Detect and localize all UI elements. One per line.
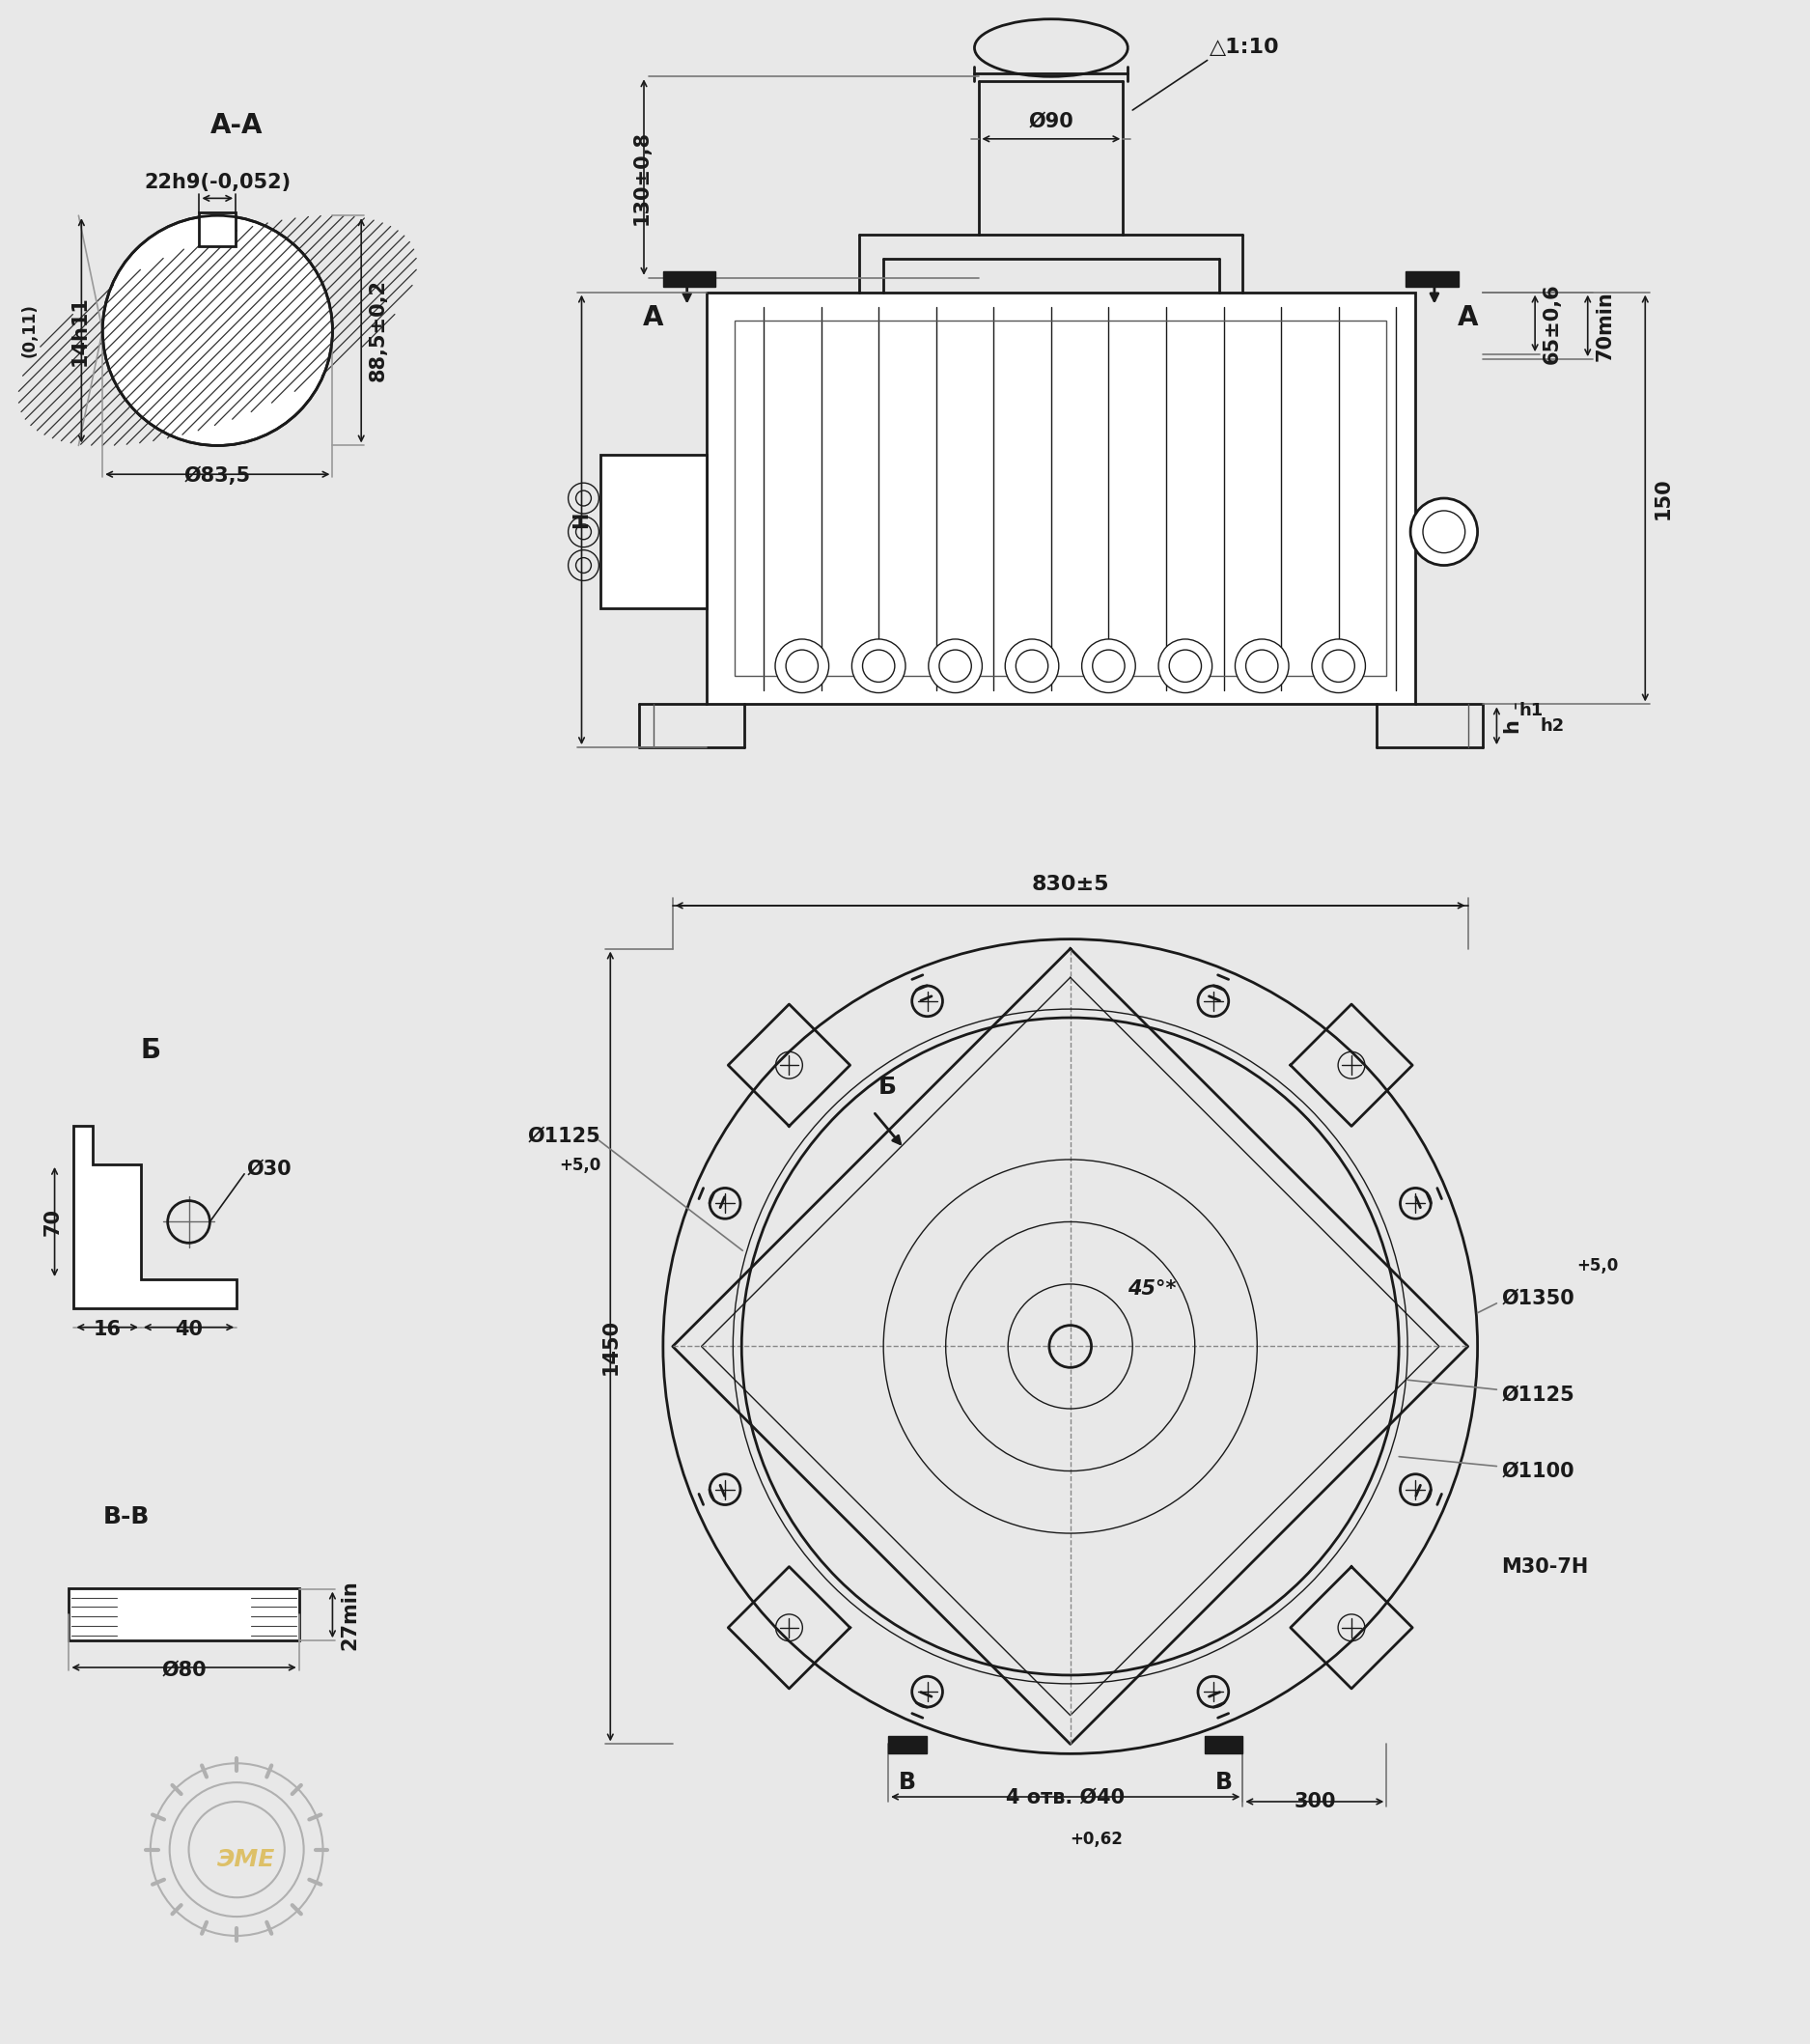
Text: В: В bbox=[900, 1770, 916, 1795]
Text: 150: 150 bbox=[1653, 476, 1672, 519]
Text: +0,62: +0,62 bbox=[1070, 1829, 1124, 1848]
Text: 16: 16 bbox=[94, 1320, 121, 1339]
Text: +5,0: +5,0 bbox=[1577, 1257, 1618, 1275]
Circle shape bbox=[929, 640, 983, 693]
Bar bbox=[199, 213, 235, 245]
Text: △1:10: △1:10 bbox=[1209, 39, 1280, 57]
Circle shape bbox=[103, 215, 333, 446]
Text: Ø80: Ø80 bbox=[161, 1660, 206, 1678]
Text: 65±0,6: 65±0,6 bbox=[1542, 282, 1562, 364]
Circle shape bbox=[1082, 640, 1135, 693]
Text: h2: h2 bbox=[1540, 717, 1564, 736]
Text: ЭМЕ: ЭМЕ bbox=[217, 1848, 275, 1870]
Bar bbox=[889, 1737, 927, 1754]
Text: Ø1350: Ø1350 bbox=[1502, 1290, 1575, 1308]
Circle shape bbox=[1158, 640, 1213, 693]
Text: 22h9(-0,052): 22h9(-0,052) bbox=[145, 174, 291, 192]
Text: 14h11: 14h11 bbox=[71, 296, 89, 366]
Text: В-В: В-В bbox=[103, 1504, 150, 1529]
Text: Ø90: Ø90 bbox=[1028, 112, 1073, 131]
Text: 70min: 70min bbox=[1595, 290, 1615, 362]
Bar bbox=[601, 456, 706, 609]
Text: (0,11): (0,11) bbox=[22, 305, 38, 358]
Text: В: В bbox=[1215, 1770, 1233, 1795]
Text: h1: h1 bbox=[1519, 703, 1544, 719]
Text: M30-7H: M30-7H bbox=[1502, 1558, 1589, 1576]
Text: A: A bbox=[1457, 305, 1479, 331]
Text: 40: 40 bbox=[176, 1320, 203, 1339]
Text: 300: 300 bbox=[1294, 1793, 1336, 1811]
Text: 4 отв. Ø40: 4 отв. Ø40 bbox=[1006, 1786, 1126, 1807]
Bar bbox=[1406, 272, 1459, 286]
Text: Ø1125: Ø1125 bbox=[529, 1126, 601, 1145]
Text: Б: Б bbox=[878, 1075, 896, 1100]
Circle shape bbox=[775, 640, 829, 693]
Circle shape bbox=[1005, 640, 1059, 693]
Text: 88,5±0,2: 88,5±0,2 bbox=[369, 280, 387, 382]
Text: А-А: А-А bbox=[210, 112, 262, 139]
Bar bbox=[706, 292, 1415, 705]
Text: Ø30: Ø30 bbox=[246, 1159, 291, 1179]
Text: Ø83,5: Ø83,5 bbox=[185, 466, 252, 486]
Text: A: A bbox=[643, 305, 664, 331]
Text: 830±5: 830±5 bbox=[1032, 875, 1110, 893]
Text: Ø1100: Ø1100 bbox=[1502, 1461, 1575, 1480]
Text: +5,0: +5,0 bbox=[559, 1157, 601, 1173]
Text: h: h bbox=[1502, 719, 1522, 734]
Circle shape bbox=[853, 640, 905, 693]
Polygon shape bbox=[74, 1126, 237, 1308]
Text: 70: 70 bbox=[43, 1208, 62, 1237]
Circle shape bbox=[1410, 499, 1477, 566]
Text: Ø1125: Ø1125 bbox=[1502, 1384, 1575, 1404]
Bar bbox=[735, 321, 1386, 677]
Circle shape bbox=[1312, 640, 1365, 693]
Text: Б: Б bbox=[139, 1036, 161, 1063]
Bar bbox=[1204, 1737, 1243, 1754]
Bar bbox=[662, 272, 715, 286]
Bar bbox=[69, 1588, 299, 1641]
Text: 27min: 27min bbox=[340, 1580, 360, 1650]
Text: 45°*: 45°* bbox=[1128, 1280, 1176, 1298]
Circle shape bbox=[1234, 640, 1289, 693]
Text: 130±0,8: 130±0,8 bbox=[632, 131, 652, 225]
Text: H: H bbox=[572, 511, 592, 527]
Text: 1450: 1450 bbox=[601, 1318, 621, 1374]
